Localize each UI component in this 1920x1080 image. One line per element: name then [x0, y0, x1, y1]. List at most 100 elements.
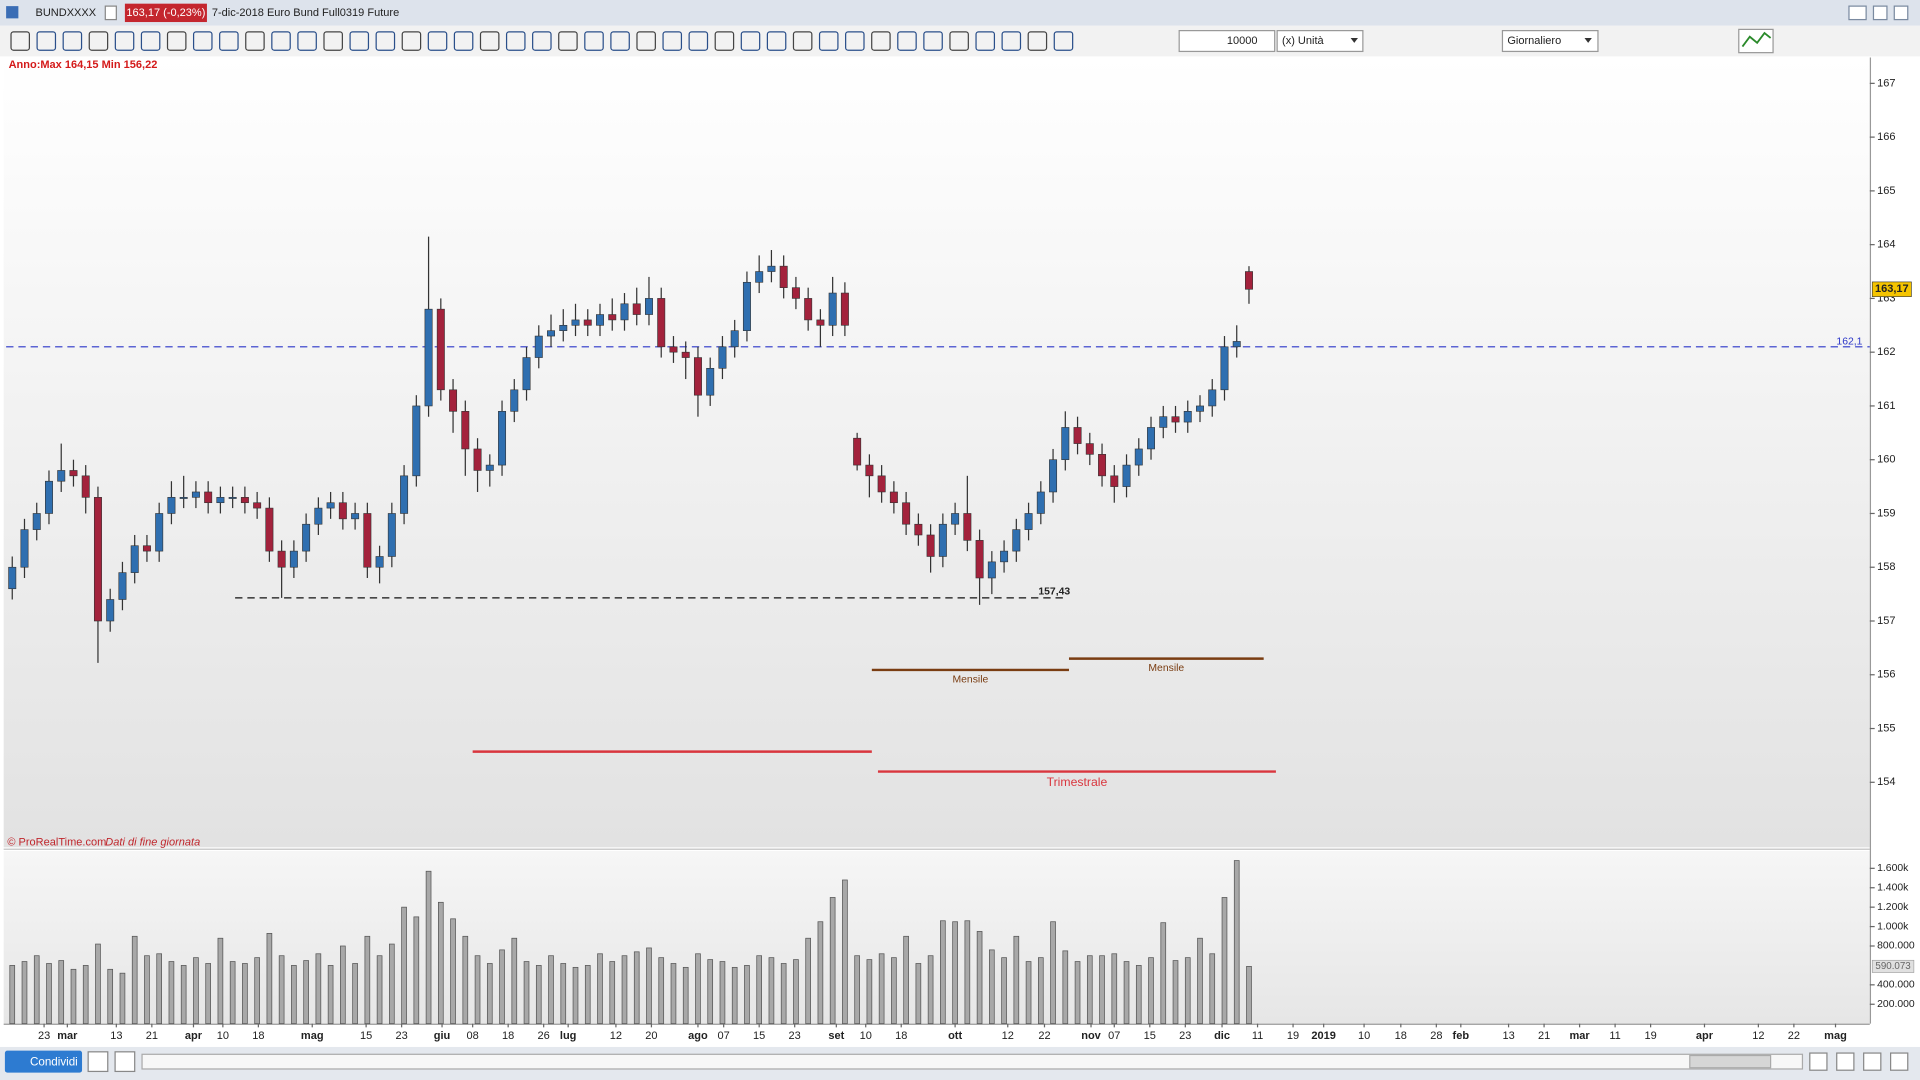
tool-icon[interactable] — [88, 31, 109, 51]
candle-body — [632, 303, 641, 315]
x-tick-label: 22 — [1788, 1030, 1800, 1042]
volume-bar — [548, 955, 554, 1025]
zoom-range[interactable] — [1836, 1052, 1855, 1071]
candle-body — [645, 298, 653, 315]
window-title: 7-dic-2018 Euro Bund Full0319 Future — [212, 7, 399, 19]
tool-icon[interactable] — [427, 31, 448, 51]
maximize[interactable] — [1872, 5, 1888, 21]
level-label: Mensile — [953, 674, 989, 685]
volume-bar — [1074, 961, 1081, 1025]
tool-icon[interactable] — [949, 31, 969, 51]
volume-bar — [793, 959, 799, 1025]
period-select[interactable] — [1501, 30, 1599, 53]
close[interactable] — [1893, 5, 1909, 21]
volume-bar — [780, 963, 787, 1025]
tool-icon[interactable] — [818, 31, 839, 51]
tool-icon[interactable] — [166, 31, 187, 51]
last-volume-badge — [1871, 959, 1915, 973]
tool-icon[interactable] — [401, 31, 422, 51]
tool-icon[interactable] — [114, 1051, 136, 1073]
volume-bar — [168, 961, 175, 1025]
tool-icon[interactable] — [375, 31, 396, 51]
x-tick-label: ago — [688, 1030, 708, 1042]
tool-icon[interactable] — [271, 31, 291, 51]
scroll-thumb[interactable] — [1689, 1054, 1772, 1069]
share-label[interactable]: Condividi — [30, 1055, 78, 1068]
x-tick-label: 19 — [1287, 1030, 1299, 1042]
volume-bar — [1184, 957, 1191, 1025]
tool-icon[interactable] — [505, 31, 526, 51]
volume-bar — [413, 916, 420, 1025]
level-label: 157,43 — [1038, 587, 1070, 598]
tool-icon[interactable] — [975, 31, 996, 51]
tool-icon[interactable] — [1001, 31, 1022, 51]
tool-icon[interactable] — [36, 31, 57, 51]
tool-icon[interactable] — [636, 31, 656, 51]
tool-icon[interactable] — [610, 31, 630, 51]
volume-bar — [278, 955, 285, 1025]
zoom-out[interactable] — [1863, 1052, 1882, 1071]
dropdown-arrow — [1350, 37, 1358, 43]
candle-body — [1012, 529, 1021, 552]
volume-bar — [964, 920, 971, 1025]
x-tick-label: nov — [1081, 1030, 1101, 1042]
candle-body — [571, 319, 580, 326]
tool-icon[interactable] — [792, 31, 813, 51]
candle-body — [987, 561, 996, 579]
candle-body — [8, 566, 17, 590]
volume-bar — [854, 955, 860, 1025]
symbol[interactable]: BUNDXXXX — [36, 7, 97, 19]
candle-body — [975, 540, 984, 579]
scrollbar[interactable] — [141, 1053, 1804, 1070]
volume-bar — [242, 963, 248, 1025]
candle-body — [400, 475, 409, 514]
tool-icon[interactable] — [219, 31, 239, 51]
tool-icon[interactable] — [688, 31, 709, 51]
tool-icon[interactable] — [1053, 31, 1074, 51]
tool-icon[interactable] — [453, 31, 474, 51]
tool-icon[interactable] — [558, 31, 578, 51]
quantity[interactable]: 10000 — [1227, 35, 1258, 47]
tool-icon[interactable] — [245, 31, 265, 51]
candle-body — [191, 491, 200, 498]
tool-icon[interactable] — [923, 31, 943, 51]
zoom-in[interactable] — [1890, 1052, 1909, 1071]
candle-body — [1171, 416, 1180, 423]
volume-bar — [976, 931, 983, 1025]
candle-body — [1110, 475, 1119, 487]
tool-icon[interactable] — [662, 31, 683, 51]
period[interactable]: Giornaliero — [1507, 35, 1561, 47]
tool-icon[interactable] — [297, 31, 317, 51]
tool-icon[interactable] — [871, 31, 891, 51]
tool-icon[interactable] — [62, 31, 83, 51]
candle-body — [81, 475, 90, 498]
tool-icon[interactable] — [766, 31, 787, 51]
volume-bar — [1001, 957, 1007, 1025]
window-menu[interactable] — [1848, 5, 1867, 21]
tool-icon[interactable] — [479, 31, 500, 51]
tool-icon[interactable] — [323, 31, 343, 51]
zoom-fit[interactable] — [1809, 1052, 1828, 1071]
tool-icon[interactable] — [192, 31, 213, 51]
dropdown-arrow — [1584, 37, 1592, 43]
tool-icon[interactable] — [1027, 31, 1048, 51]
tool-icon[interactable] — [114, 31, 135, 51]
candle-body — [547, 330, 555, 337]
info-icon[interactable] — [104, 5, 117, 21]
unit-select[interactable] — [1276, 30, 1364, 53]
tool-icon[interactable] — [845, 31, 865, 51]
tool-icon[interactable] — [740, 31, 761, 51]
tool-icon[interactable] — [10, 31, 30, 51]
tool-icon[interactable] — [349, 31, 370, 51]
tool-icon[interactable] — [140, 31, 161, 51]
tool-icon[interactable] — [532, 31, 552, 51]
volume-bar — [9, 965, 16, 1025]
share-button[interactable] — [4, 1050, 83, 1073]
tool-icon[interactable] — [897, 31, 917, 51]
tool-icon[interactable] — [584, 31, 604, 51]
unit[interactable]: (x) Unità — [1282, 35, 1324, 47]
share-icon[interactable] — [87, 1051, 109, 1073]
quantity-input[interactable] — [1178, 30, 1276, 53]
tool-icon[interactable] — [714, 31, 735, 51]
candle-body — [534, 335, 543, 358]
